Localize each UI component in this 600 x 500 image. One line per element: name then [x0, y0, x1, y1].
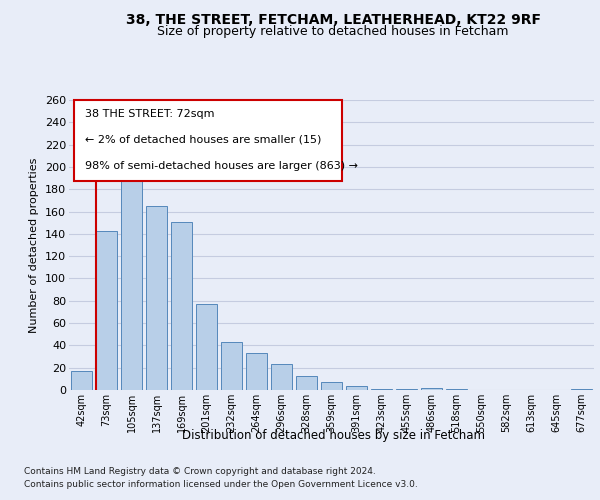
Text: Size of property relative to detached houses in Fetcham: Size of property relative to detached ho… — [157, 25, 509, 38]
Bar — [446, 389, 467, 390]
FancyBboxPatch shape — [74, 100, 342, 181]
Bar — [321, 382, 342, 390]
Bar — [571, 389, 592, 390]
Text: 38, THE STREET, FETCHAM, LEATHERHEAD, KT22 9RF: 38, THE STREET, FETCHAM, LEATHERHEAD, KT… — [125, 12, 541, 26]
Text: Contains HM Land Registry data © Crown copyright and database right 2024.: Contains HM Land Registry data © Crown c… — [24, 468, 376, 476]
Text: 38 THE STREET: 72sqm: 38 THE STREET: 72sqm — [85, 108, 214, 118]
Bar — [96, 230, 117, 390]
Bar — [371, 389, 392, 390]
Bar — [246, 353, 267, 390]
Text: Contains public sector information licensed under the Open Government Licence v3: Contains public sector information licen… — [24, 480, 418, 489]
Bar — [71, 371, 92, 390]
Bar — [296, 376, 317, 390]
Bar — [121, 164, 142, 390]
Bar — [396, 389, 417, 390]
Bar — [421, 388, 442, 390]
Text: ← 2% of detached houses are smaller (15): ← 2% of detached houses are smaller (15) — [85, 135, 321, 145]
Bar — [171, 222, 192, 390]
Bar — [196, 304, 217, 390]
Text: Distribution of detached houses by size in Fetcham: Distribution of detached houses by size … — [182, 428, 485, 442]
Y-axis label: Number of detached properties: Number of detached properties — [29, 158, 40, 332]
Text: 98% of semi-detached houses are larger (863) →: 98% of semi-detached houses are larger (… — [85, 161, 358, 171]
Bar — [146, 206, 167, 390]
Bar — [271, 364, 292, 390]
Bar — [346, 386, 367, 390]
Bar — [221, 342, 242, 390]
